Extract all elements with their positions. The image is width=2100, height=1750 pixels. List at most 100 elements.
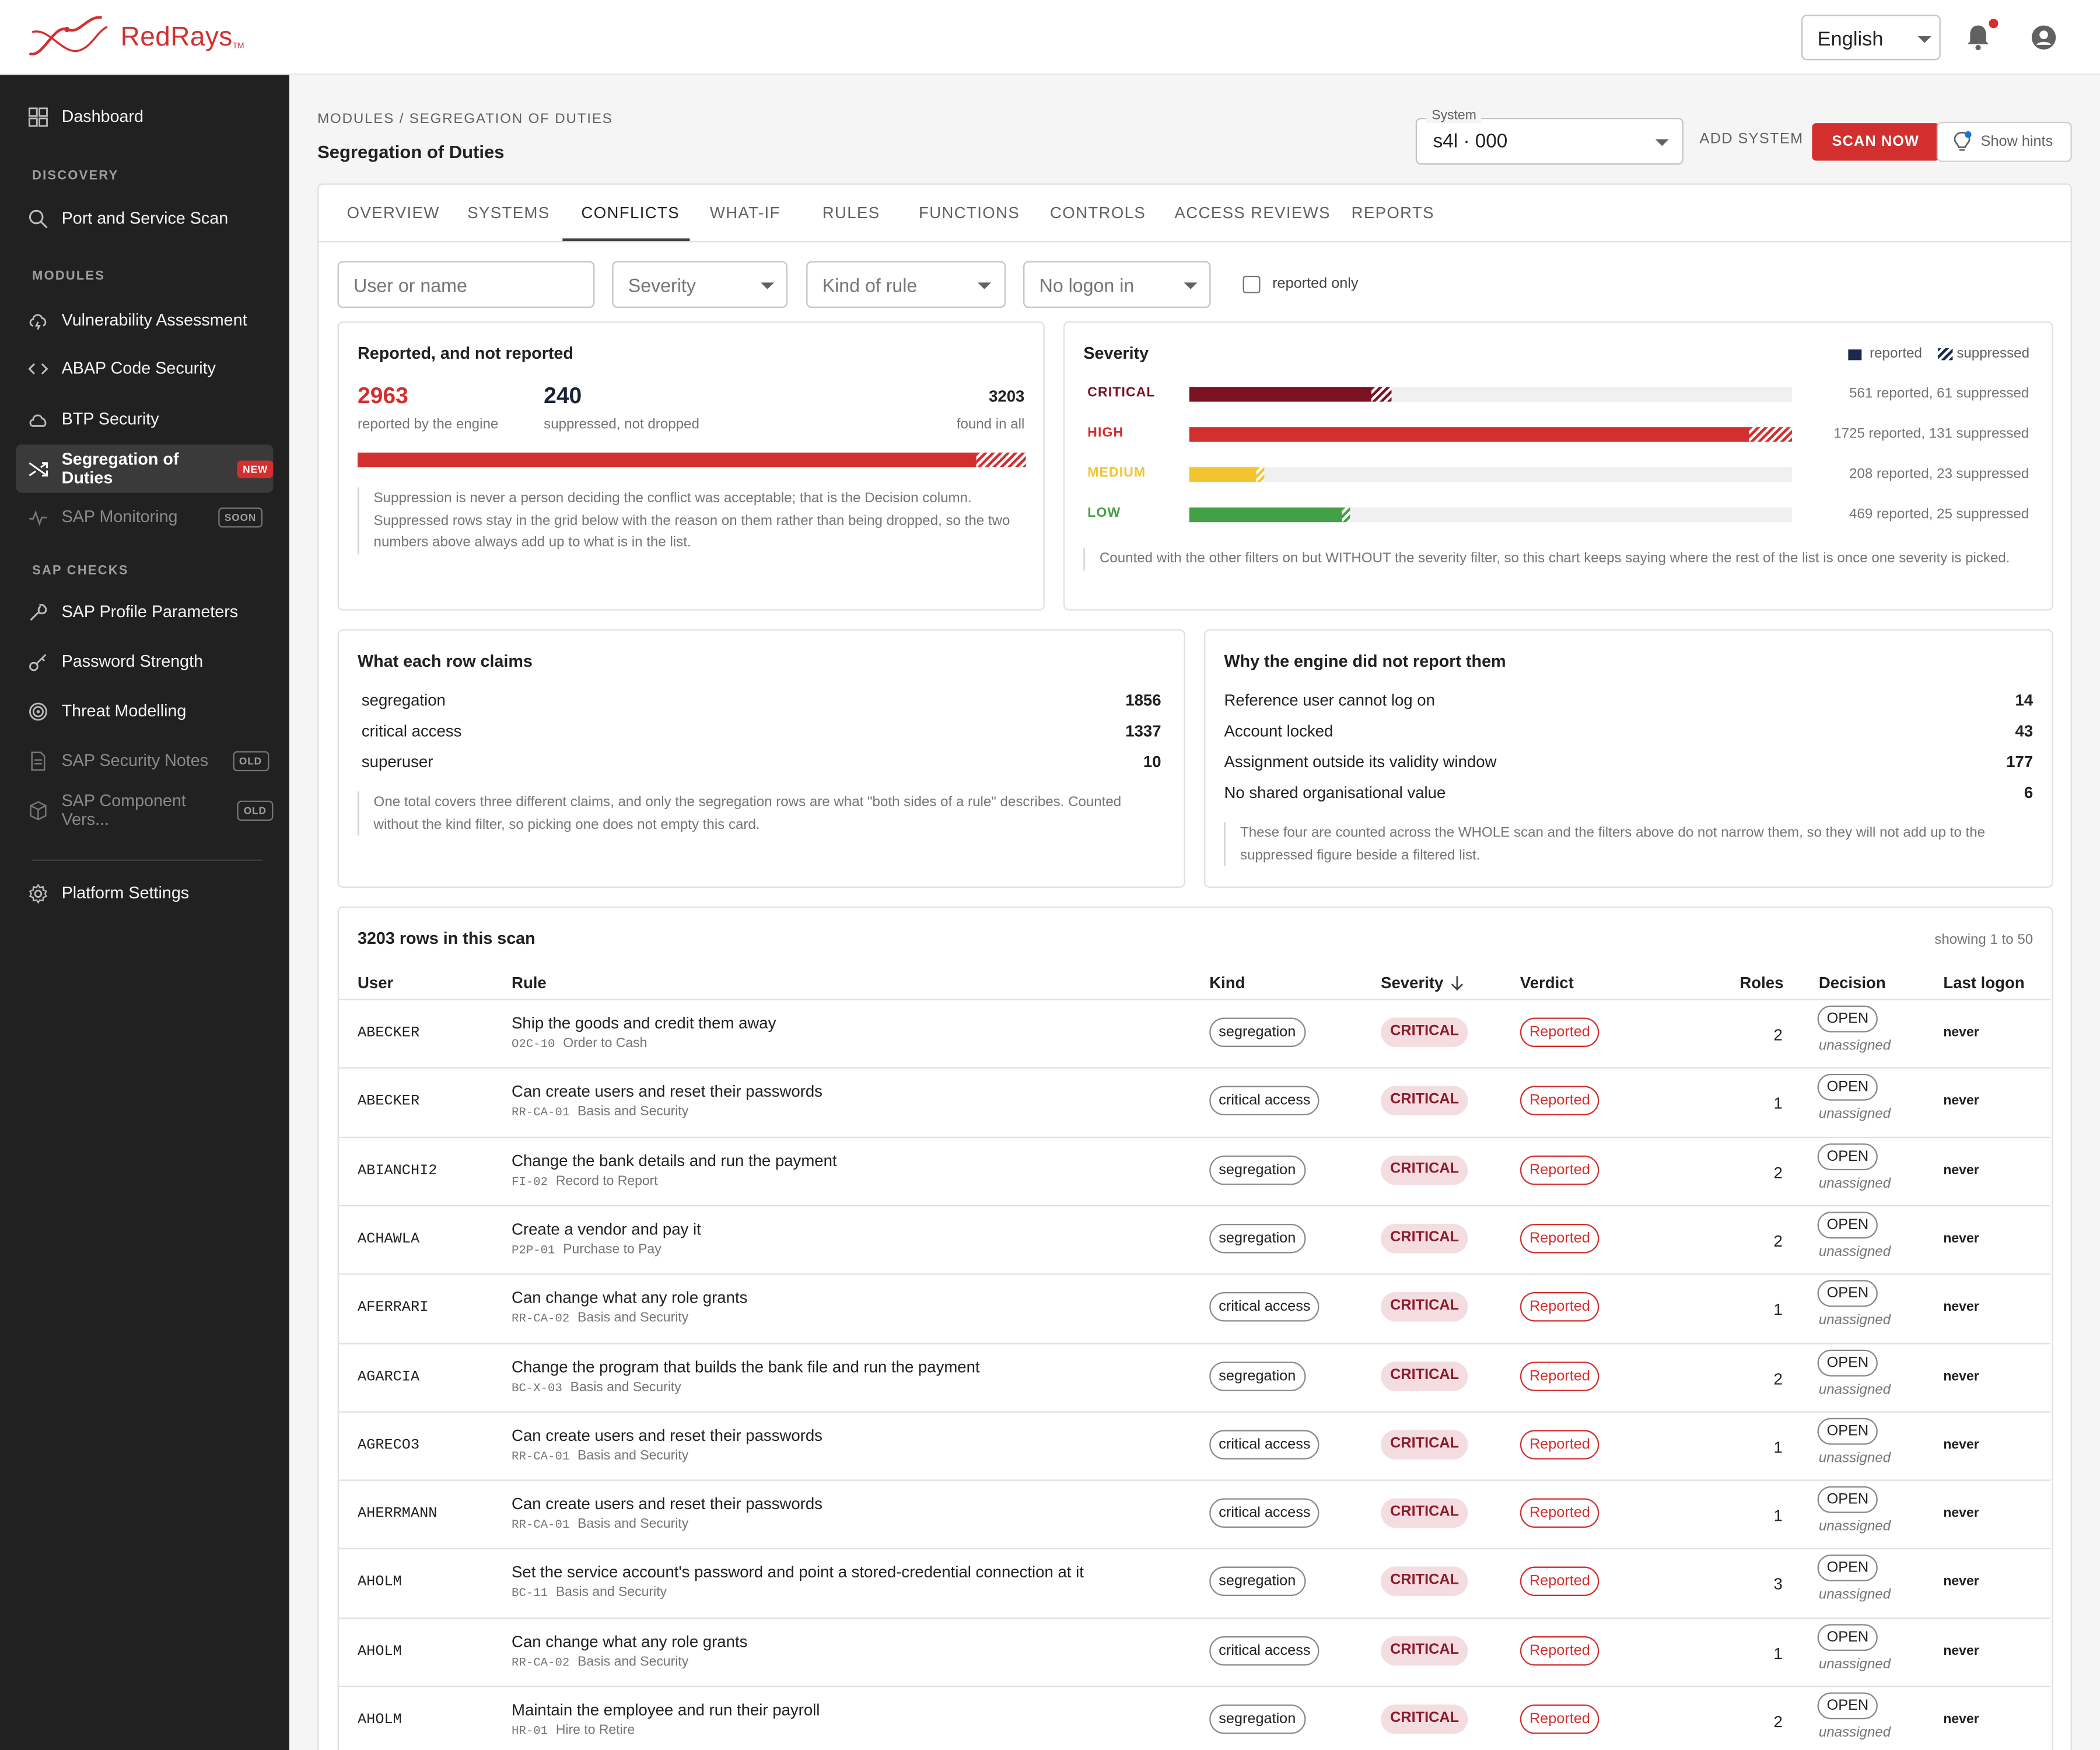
table-row[interactable]: AHOLM Maintain the employee and run their…	[338, 1685, 2051, 1750]
decision-chip[interactable]: OPEN	[1817, 1418, 1878, 1445]
sidebar-item-abap[interactable]: ABAP Code Security	[16, 344, 274, 393]
severity-bar-track[interactable]	[1189, 507, 1792, 523]
column-header-roles[interactable]: Roles	[1740, 973, 1784, 992]
user-search-input[interactable]: User or name	[337, 261, 595, 308]
language-select[interactable]: English	[1801, 15, 1941, 61]
user-id[interactable]: ABECKER	[358, 1026, 420, 1042]
decision-chip[interactable]: OPEN	[1817, 1555, 1878, 1582]
user-id[interactable]: ABECKER	[358, 1094, 420, 1111]
decision-chip[interactable]: OPEN	[1817, 1349, 1878, 1376]
severity-bar-track[interactable]	[1189, 427, 1792, 442]
sidebar-item-security-notes[interactable]: SAP Security Notes OLD	[16, 736, 274, 785]
user-id[interactable]: AGRECO3	[358, 1437, 420, 1454]
rule-title[interactable]: Maintain the employee and run their payr…	[512, 1700, 820, 1720]
table-row[interactable]: AGRECO3 Can create users and reset their …	[338, 1410, 2051, 1479]
reported-only-checkbox[interactable]	[1242, 275, 1261, 293]
sidebar-item-password[interactable]: Password Strength	[16, 638, 274, 686]
logo[interactable]: RedRays TM	[27, 13, 244, 62]
sidebar-item-profile-params[interactable]: SAP Profile Parameters	[16, 588, 274, 636]
tab-systems[interactable]: SYSTEMS	[467, 203, 550, 223]
scan-now-button[interactable]: SCAN NOW	[1812, 123, 1940, 161]
rule-title[interactable]: Create a vendor and pay it	[512, 1219, 701, 1238]
add-system-button[interactable]: ADD SYSTEM	[1699, 131, 1804, 148]
user-id[interactable]: ACHAWLA	[358, 1231, 420, 1248]
table-row[interactable]: AHOLM Can change what any role grants RR-C…	[338, 1617, 2051, 1685]
user-id[interactable]: AHOLM	[358, 1575, 402, 1591]
table-row[interactable]: AGARCIA Change the program that builds th…	[338, 1342, 2051, 1410]
column-header-rule[interactable]: Rule	[512, 973, 547, 992]
severity-label-high[interactable]: HIGH	[1087, 425, 1124, 441]
sidebar-item-btp[interactable]: BTP Security	[16, 395, 274, 443]
severity-filter[interactable]: Severity	[612, 261, 788, 308]
user-id[interactable]: AFERRARI	[358, 1300, 429, 1317]
rule-title[interactable]: Ship the goods and credit them away	[512, 1013, 776, 1032]
user-id[interactable]: ABIANCHI2	[358, 1163, 438, 1180]
sidebar-item-vulnerability[interactable]: Vulnerability Assessment	[16, 296, 274, 344]
column-header-severity[interactable]: Severity	[1381, 974, 1464, 992]
rule-title[interactable]: Can create users and reset their passwor…	[512, 1082, 822, 1101]
rule-title[interactable]: Can create users and reset their passwor…	[512, 1426, 822, 1445]
severity-bar-track[interactable]	[1189, 387, 1792, 402]
severity-label-low[interactable]: LOW	[1087, 506, 1121, 521]
last-logon: never	[1943, 1643, 1979, 1659]
reason-label: Account locked	[1224, 722, 1334, 741]
user-id[interactable]: AGARCIA	[358, 1368, 420, 1385]
tab-rules[interactable]: RULES	[822, 203, 880, 223]
breadcrumb[interactable]: MODULES / SEGREGATION OF DUTIES	[317, 111, 613, 128]
tab-overview[interactable]: OVERVIEW	[346, 203, 440, 223]
show-hints-button[interactable]: Show hints	[1936, 121, 2072, 162]
decision-chip[interactable]: OPEN	[1817, 1623, 1878, 1651]
tab-controls[interactable]: CONTROLS	[1050, 203, 1146, 223]
column-header-decision[interactable]: Decision	[1818, 973, 1886, 992]
tab-what-if[interactable]: WHAT-IF	[709, 203, 780, 223]
column-header-kind[interactable]: Kind	[1209, 973, 1245, 992]
table-row[interactable]: AHERRMANN Can create users and reset thei…	[338, 1479, 2051, 1548]
sidebar-item-threat[interactable]: Threat Modelling	[16, 687, 274, 736]
sidebar-item-port-scan[interactable]: Port and Service Scan	[16, 194, 274, 243]
rule-title[interactable]: Can change what any role grants	[512, 1288, 748, 1307]
user-id[interactable]: AHOLM	[358, 1643, 402, 1660]
bell-icon[interactable]	[1966, 24, 1990, 51]
tab-conflicts[interactable]: CONFLICTS	[581, 203, 680, 223]
user-id[interactable]: AHOLM	[358, 1712, 402, 1729]
decision-chip[interactable]: OPEN	[1817, 1486, 1878, 1513]
decision-chip[interactable]: OPEN	[1817, 1005, 1878, 1032]
account-icon[interactable]	[2031, 24, 2057, 51]
rule-title[interactable]: Can create users and reset their passwor…	[512, 1494, 822, 1513]
user-id[interactable]: AHERRMANN	[358, 1506, 438, 1523]
table-row[interactable]: ABECKER Can create users and reset their …	[338, 1068, 2051, 1136]
tab-reports[interactable]: REPORTS	[1351, 203, 1434, 223]
decision-chip[interactable]: OPEN	[1817, 1143, 1878, 1170]
decision-chip[interactable]: OPEN	[1817, 1212, 1878, 1238]
decision-chip[interactable]: OPEN	[1817, 1280, 1878, 1307]
table-row[interactable]: ACHAWLA Create a vendor and pay it P2P-01 P…	[338, 1205, 2051, 1273]
sidebar-item-dashboard[interactable]: Dashboard	[16, 92, 274, 141]
severity-bar-track[interactable]	[1189, 467, 1792, 482]
sidebar-item-segregation[interactable]: Segregation of Duties NEW	[16, 444, 274, 493]
rule-title[interactable]: Set the service account's password and p…	[512, 1563, 1084, 1582]
column-header-last-logon[interactable]: Last logon	[1943, 973, 2025, 992]
kind-filter[interactable]: Kind of rule	[806, 261, 1006, 308]
column-header-verdict[interactable]: Verdict	[1520, 973, 1574, 992]
table-row[interactable]: ABIANCHI2 Change the bank details and run…	[338, 1136, 2051, 1205]
decision-chip[interactable]: OPEN	[1817, 1692, 1878, 1720]
last-logon: never	[1943, 1300, 1979, 1315]
system-select[interactable]: s4l · 000	[1415, 117, 1684, 165]
severity-label-medium[interactable]: MEDIUM	[1087, 466, 1146, 481]
table-row[interactable]: AFERRARI Can change what any role grants R…	[338, 1273, 2051, 1342]
tab-functions[interactable]: FUNCTIONS	[919, 203, 1020, 223]
rule-title[interactable]: Change the program that builds the bank …	[512, 1357, 980, 1376]
tab-access-reviews[interactable]: ACCESS REVIEWS	[1174, 203, 1331, 223]
rule-code: RR-CA-01	[512, 1518, 570, 1532]
rule-area: Order to Cash	[563, 1036, 648, 1051]
decision-chip[interactable]: OPEN	[1817, 1074, 1878, 1101]
severity-label-critical[interactable]: CRITICAL	[1087, 386, 1156, 401]
rule-title[interactable]: Change the bank details and run the paym…	[512, 1151, 837, 1170]
column-header-user[interactable]: User	[358, 973, 394, 992]
table-row[interactable]: AHOLM Set the service account's password …	[338, 1548, 2051, 1616]
rule-title[interactable]: Can change what any role grants	[512, 1632, 748, 1651]
logon-filter[interactable]: No logon in	[1023, 261, 1211, 308]
table-row[interactable]: ABECKER Ship the goods and credit them aw…	[338, 999, 2051, 1067]
sidebar-item-component-versions[interactable]: SAP Component Vers... OLD	[16, 786, 274, 834]
sidebar-item-platform-settings[interactable]: Platform Settings	[16, 869, 274, 918]
